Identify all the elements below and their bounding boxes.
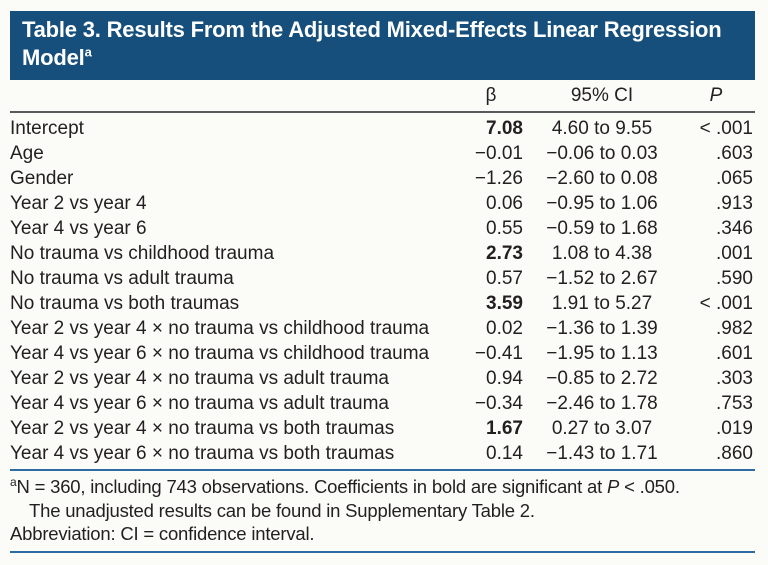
ci-value: −2.46 to 1.78 [546,393,658,414]
ci-value: −1.95 to 1.13 [546,343,658,364]
p-value: .913 [716,193,753,214]
beta-value: 0.55 [486,218,523,239]
footnote-line-3: Abbreviation: CI = confidence interval. [10,523,315,544]
footnote-p-symbol: P [607,476,620,497]
beta-value: 0.14 [486,443,523,464]
table-figure: Table 3. Results From the Adjusted Mixed… [10,11,755,553]
table-body: Intercept 7.08 4.60 to 9.55 < .001 Age −… [10,112,755,466]
p-value: .753 [716,393,753,414]
footnote-text-pre: N = 360, including 743 observations. Coe… [16,476,607,497]
p-value: < .001 [699,293,753,314]
column-header-ci: 95% CI [527,85,677,113]
table-row: Year 4 vs year 6 × no trauma vs childhoo… [10,341,755,366]
row-label: Year 2 vs year 4 [10,193,147,214]
table-row: Year 2 vs year 4 × no trauma vs both tra… [10,416,755,441]
p-value: .982 [716,318,753,339]
p-value: .590 [716,268,753,289]
table-title-superscript: a [84,44,92,60]
row-label: Gender [10,168,74,189]
p-value: < .001 [699,118,753,139]
table-row: Intercept 7.08 4.60 to 9.55 < .001 [10,112,755,141]
table-bottom-rule [10,469,755,471]
p-value: .601 [716,343,753,364]
row-label: Age [10,143,44,164]
table-title-line1: Table 3. Results From the Adjusted Mixed… [22,17,722,42]
column-header-beta: β [455,85,527,113]
row-label: Year 4 vs year 6 × no trauma vs adult tr… [10,393,389,414]
ci-value: −0.06 to 0.03 [546,143,658,164]
beta-value: 0.02 [486,318,523,339]
table-title: Table 3. Results From the Adjusted Mixed… [22,16,743,72]
ci-value: −1.43 to 1.71 [546,443,658,464]
row-label: Intercept [10,118,84,139]
beta-value: 3.59 [486,293,523,314]
beta-value: 0.94 [486,368,523,389]
table-row: Gender −1.26 −2.60 to 0.08 .065 [10,166,755,191]
ci-value: −1.52 to 2.67 [546,268,658,289]
row-label: Year 4 vs year 6 [10,218,147,239]
footnote-text-post: < .050. [619,476,680,497]
row-label: Year 4 vs year 6 × no trauma vs both tra… [10,443,395,464]
ci-value: −0.59 to 1.68 [546,218,658,239]
column-header-p: P [677,85,755,113]
table-row: Year 2 vs year 4 × no trauma vs adult tr… [10,366,755,391]
table-row: Age −0.01 −0.06 to 0.03 .603 [10,141,755,166]
table-footnotes: aN = 360, including 743 observations. Co… [10,471,755,551]
beta-value: 1.67 [486,418,523,439]
ci-value: 4.60 to 9.55 [551,118,653,139]
p-value: .860 [716,443,753,464]
table-row: Year 4 vs year 6 × no trauma vs both tra… [10,441,755,466]
row-label: Year 2 vs year 4 × no trauma vs childhoo… [10,318,430,339]
beta-value: −0.41 [474,343,523,364]
beta-value: 2.73 [486,243,523,264]
ci-value: 1.91 to 5.27 [551,293,653,314]
beta-value: −1.26 [474,168,523,189]
footnote-line-1: aN = 360, including 743 observations. Co… [10,475,755,499]
footnote-superscript: a [10,474,17,489]
p-value: .019 [716,418,753,439]
results-table: β 95% CI P Intercept 7.08 4.60 to 9.55 <… [10,85,755,466]
ci-value: 0.27 to 3.07 [551,418,653,439]
row-label: Year 4 vs year 6 × no trauma vs childhoo… [10,343,430,364]
table-row: Year 4 vs year 6 0.55 −0.59 to 1.68 .346 [10,216,755,241]
p-value: .065 [716,168,753,189]
table-row: Year 2 vs year 4 0.06 −0.95 to 1.06 .913 [10,191,755,216]
ci-value: −2.60 to 0.08 [546,168,658,189]
row-label: No trauma vs both traumas [10,293,240,314]
row-label: Year 2 vs year 4 × no trauma vs both tra… [10,418,395,439]
row-label: No trauma vs adult trauma [10,268,234,289]
ci-value: 1.08 to 4.38 [551,243,653,264]
table-header-row: β 95% CI P [10,85,755,113]
ci-value: −0.85 to 2.72 [546,368,658,389]
table-title-bar: Table 3. Results From the Adjusted Mixed… [10,11,755,80]
beta-value: 7.08 [486,118,523,139]
ci-value: −0.95 to 1.06 [546,193,658,214]
table-row: Year 2 vs year 4 × no trauma vs childhoo… [10,316,755,341]
beta-value: 0.06 [486,193,523,214]
beta-value: −0.34 [474,393,523,414]
beta-value: −0.01 [474,143,523,164]
p-value: .001 [716,243,753,264]
figure-bottom-rule [10,550,755,553]
beta-value: 0.57 [486,268,523,289]
table-row: No trauma vs both traumas 3.59 1.91 to 5… [10,291,755,316]
p-value: .603 [716,143,753,164]
row-label: Year 2 vs year 4 × no trauma vs adult tr… [10,368,389,389]
p-value: .303 [716,368,753,389]
p-value: .346 [716,218,753,239]
footnote-line-2: The unadjusted results can be found in S… [29,499,535,521]
ci-value: −1.36 to 1.39 [546,318,658,339]
column-header-empty [10,85,455,113]
table-row: Year 4 vs year 6 × no trauma vs adult tr… [10,391,755,416]
table-row: No trauma vs childhood trauma 2.73 1.08 … [10,241,755,266]
table-row: No trauma vs adult trauma 0.57 −1.52 to … [10,266,755,291]
table-title-line2: Model [22,45,85,70]
row-label: No trauma vs childhood trauma [10,243,275,264]
